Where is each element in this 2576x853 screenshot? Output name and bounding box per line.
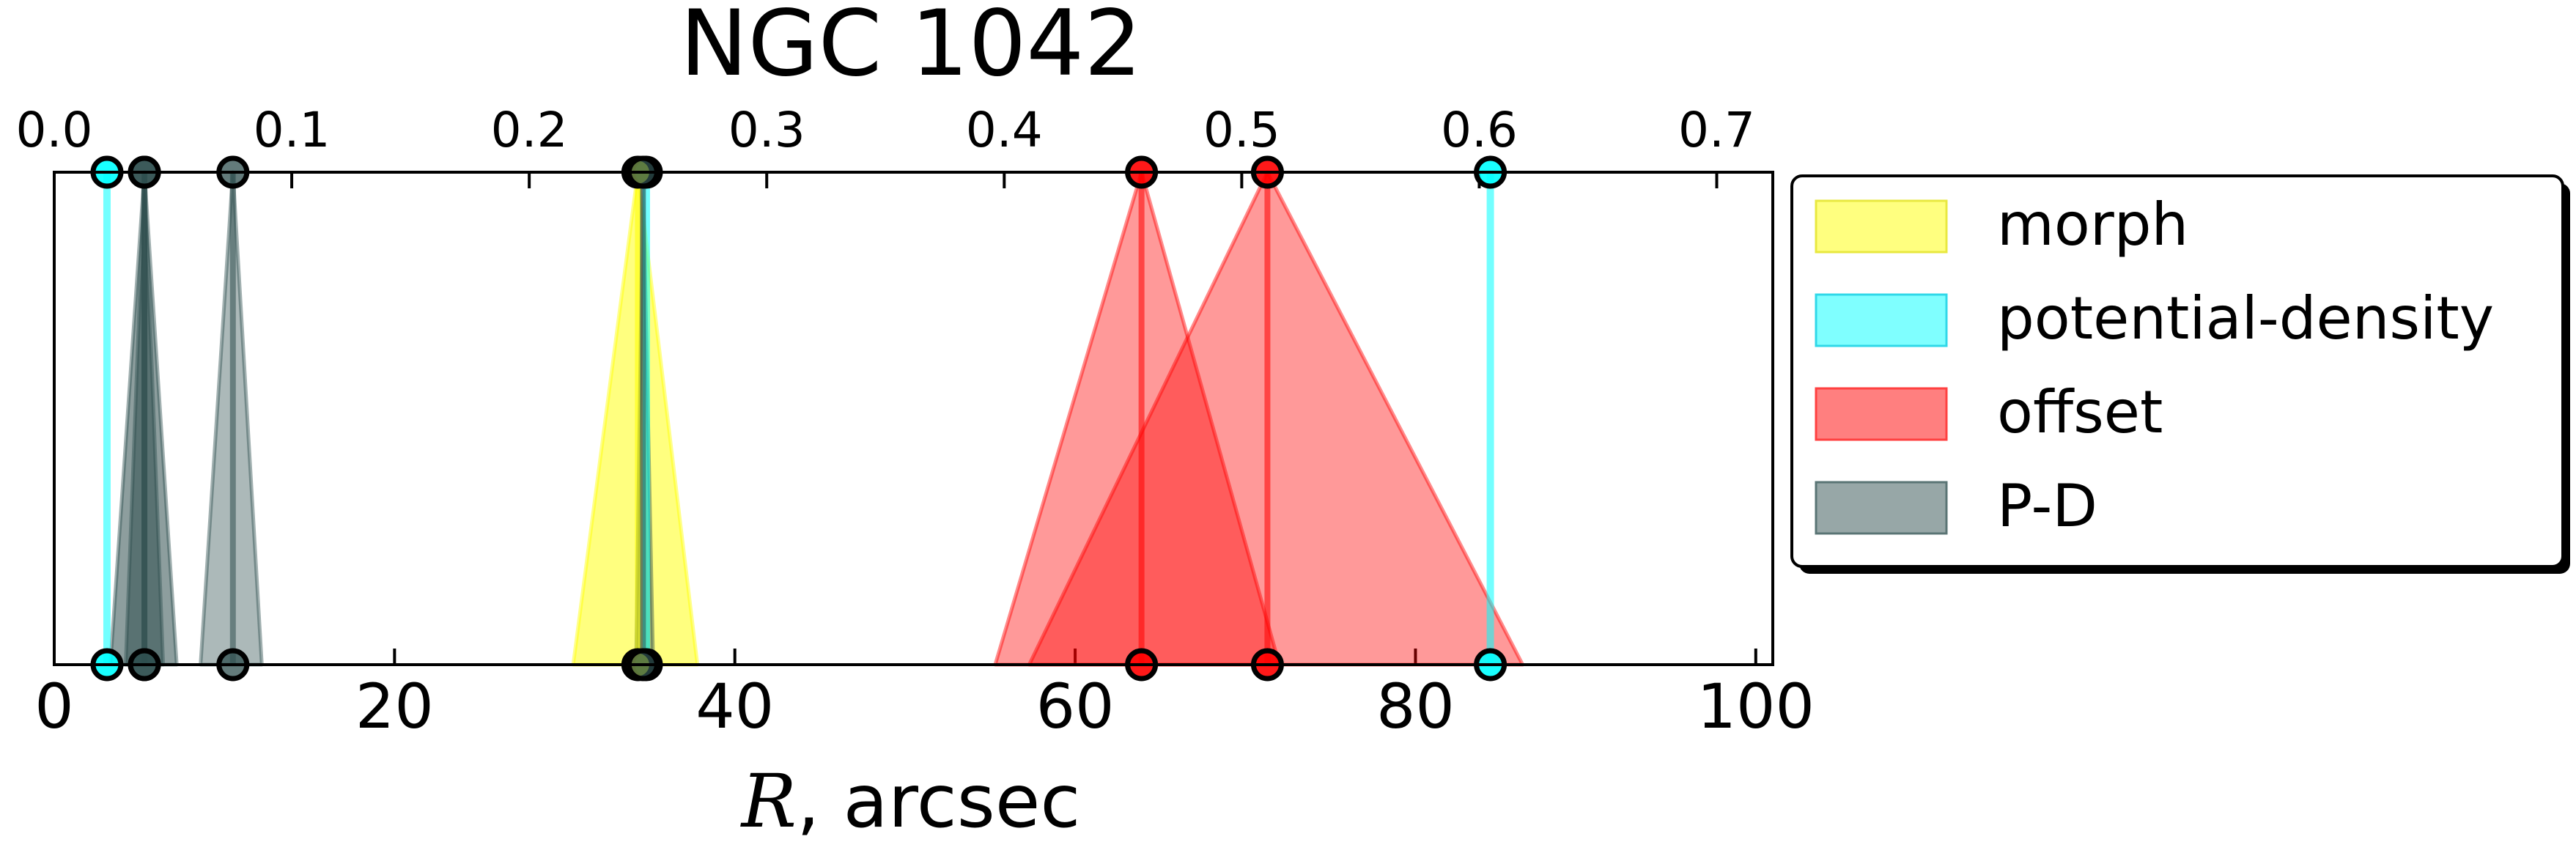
chart-title: NGC 1042 (680, 0, 1142, 97)
top-tick-label: 0.0 (16, 102, 93, 158)
x-axis-label: R, arcsec (740, 758, 1081, 844)
legend-items: morph potential-density offset P-D (1815, 191, 2494, 540)
x-axis-label-italic: R (740, 758, 797, 844)
top-tick-label: 0.7 (1678, 102, 1755, 158)
top-tick-label: 0.3 (728, 102, 805, 158)
plot-frame (53, 171, 1774, 666)
top-tick-label: 0.6 (1441, 102, 1518, 158)
top-tick-label: 0.4 (966, 102, 1043, 158)
legend-swatch-offset (1815, 387, 1948, 441)
bottom-tick-label: 100 (1697, 671, 1815, 742)
top-tick-label: 0.1 (254, 102, 331, 158)
top-tick-label: 0.5 (1203, 102, 1280, 158)
legend-label-morph: morph (1997, 191, 2188, 259)
bottom-tick-label: 20 (355, 671, 434, 742)
top-axis-ticks: 0.0 0.1 0.2 0.3 0.4 0.5 0.6 0.7 (16, 102, 1755, 188)
x-axis-label-rest: , arcsec (797, 758, 1080, 844)
bottom-tick-label: 60 (1036, 671, 1115, 742)
legend-label-potential-density: potential-density (1997, 284, 2494, 352)
legend-swatch-p-d (1815, 481, 1948, 535)
top-tick-label: 0.2 (491, 102, 568, 158)
legend: morph potential-density offset P-D (1790, 174, 2570, 574)
bottom-tick-label: 0 (34, 671, 73, 742)
legend-label-p-d: P-D (1997, 472, 2097, 540)
legend-swatch-morph (1815, 199, 1948, 254)
bottom-axis-ticks: 0 20 40 60 80 100 (34, 649, 1815, 742)
plot-area (90, 155, 1525, 682)
bottom-tick-label: 40 (695, 671, 774, 742)
legend-swatch-potential-density (1815, 293, 1948, 347)
bottom-tick-label: 80 (1376, 671, 1455, 742)
legend-box (1790, 174, 2564, 568)
legend-label-offset: offset (1997, 378, 2163, 446)
